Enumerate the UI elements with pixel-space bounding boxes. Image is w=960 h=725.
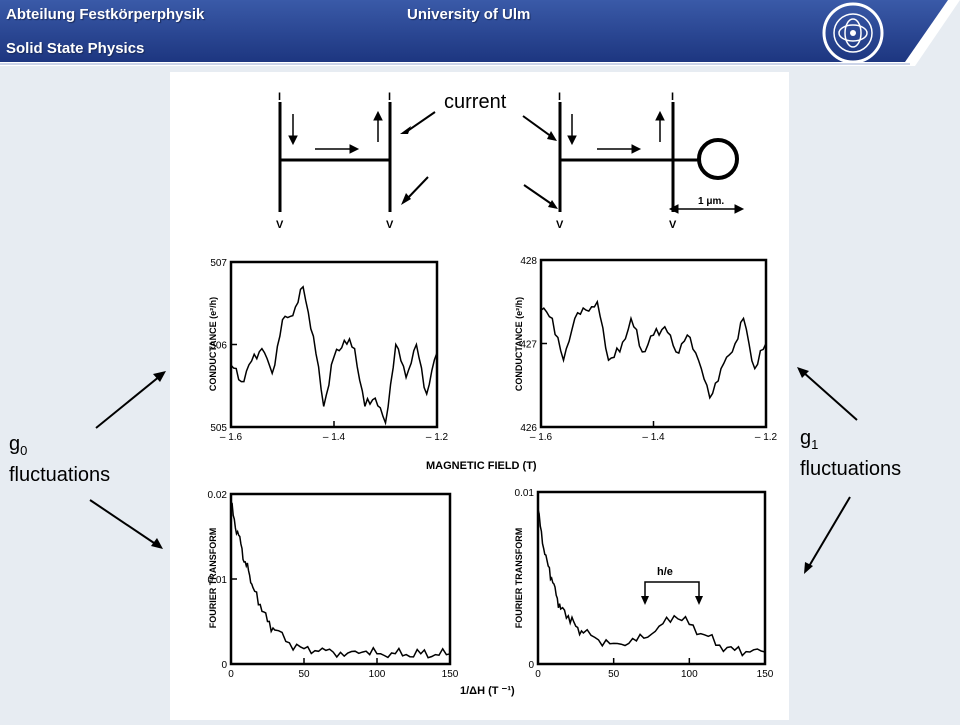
ytick-label-2-2: 0 bbox=[221, 660, 227, 671]
g1-arrow-up bbox=[802, 371, 858, 421]
g1-fluctuations-text: fluctuations bbox=[800, 458, 902, 480]
g1-arrow-down bbox=[807, 496, 851, 569]
current-arrow-3 bbox=[522, 115, 553, 138]
lead-label-v-3: V bbox=[556, 219, 564, 231]
lead-label-i-4: I bbox=[671, 91, 674, 103]
g1-arrowhead-up bbox=[797, 367, 809, 378]
ylabel-2: FOURIER TRANSFORM bbox=[208, 528, 218, 629]
ytick-label-3-1: 0 bbox=[528, 660, 534, 671]
lead-label-i-1: I bbox=[278, 91, 281, 103]
plot-frame-conductance-right bbox=[539, 258, 768, 429]
g1-subscript: 1 bbox=[811, 437, 819, 452]
ylabel-3: FOURIER TRANSFORM bbox=[514, 528, 524, 629]
schematic-right-arrowhead-right bbox=[631, 144, 642, 154]
lead-label-i-3: I bbox=[558, 91, 561, 103]
schematic-lead-labels: I I I I V V V V 1 μm. bbox=[276, 91, 724, 231]
scanned-figure: I I I I V V V V 1 μm. current 507 506 505– bbox=[170, 72, 789, 720]
scale-arrow-left bbox=[668, 204, 679, 214]
xtick-label-3-2: 100 bbox=[681, 669, 698, 680]
department-title: Abteilung Festkörperphysik bbox=[6, 6, 205, 23]
lead-label-v-1: V bbox=[276, 219, 284, 231]
series-line-0 bbox=[230, 285, 438, 426]
ylabel-0: CONDUCTANCE (e²/h) bbox=[208, 297, 218, 391]
g0-subscript: 0 bbox=[20, 443, 28, 458]
ytick-label-1-2: 426 bbox=[520, 423, 537, 434]
scale-arrow-right bbox=[734, 204, 745, 214]
lead-label-v-2: V bbox=[386, 219, 394, 231]
ytick-label-3-0: 0.01 bbox=[515, 488, 535, 499]
subtitle: Solid State Physics bbox=[6, 40, 145, 57]
ytick-label-0-1: 506 bbox=[210, 341, 227, 352]
he-annotation: h/e bbox=[657, 566, 673, 578]
ytick-label-0-2: 505 bbox=[210, 423, 227, 434]
current-arrow-2 bbox=[405, 176, 429, 201]
xtick-label-0-1: – 1.4 bbox=[323, 432, 346, 443]
schematic-ring-absent bbox=[278, 102, 392, 212]
xtick-label-2-0: 0 bbox=[228, 669, 234, 680]
g1-label: g1 fluctuations bbox=[800, 426, 901, 481]
current-arrow-1 bbox=[405, 111, 436, 133]
xtick-label-0-2: – 1.2 bbox=[426, 432, 449, 443]
schematic-left-arrowhead-up bbox=[373, 110, 383, 121]
xlabel-inverse-field: 1/ΔH (T ⁻¹) bbox=[460, 685, 515, 697]
series-line-3 bbox=[537, 509, 766, 657]
xtick-label-1-1: – 1.4 bbox=[642, 432, 665, 443]
ytick-label-1-0: 428 bbox=[520, 256, 537, 267]
plot-frame-fourier-left bbox=[229, 492, 452, 666]
current-arrowhead-1 bbox=[400, 126, 411, 134]
xtick-label-2-2: 100 bbox=[369, 669, 386, 680]
xlabel-magnetic-field: MAGNETIC FIELD (T) bbox=[426, 460, 537, 472]
ytick-label-2-1: 0.01 bbox=[208, 575, 228, 586]
g0-fluctuations-text: fluctuations bbox=[9, 464, 111, 486]
g0-arrow-down bbox=[89, 499, 158, 546]
g1-symbol: g bbox=[800, 427, 812, 449]
plot-frame-conductance-left bbox=[229, 260, 439, 429]
aharonov-bohm-ring bbox=[697, 138, 739, 180]
xtick-label-3-3: 150 bbox=[757, 669, 774, 680]
scale-label: 1 μm. bbox=[698, 196, 724, 207]
xtick-label-0-0: – 1.6 bbox=[220, 432, 243, 443]
series-line-2 bbox=[230, 501, 451, 659]
current-pointer-arrows bbox=[400, 111, 558, 209]
schematic-left-arrowhead-down bbox=[288, 135, 298, 146]
current-arrowhead-2 bbox=[401, 193, 411, 205]
xtick-label-2-1: 50 bbox=[298, 669, 310, 680]
ytick-label-2-0: 0.02 bbox=[208, 490, 228, 501]
xtick-label-3-0: 0 bbox=[535, 669, 541, 680]
current-arrowhead-3 bbox=[547, 131, 557, 141]
g1-arrowhead-down bbox=[804, 562, 813, 574]
schematic-right-arrowhead-up bbox=[655, 110, 665, 121]
lead-label-v-4: V bbox=[669, 219, 677, 231]
schematic-ring-present bbox=[558, 102, 745, 214]
ylabel-1: CONDUCTANCE (e²/h) bbox=[514, 297, 524, 391]
ytick-label-0-0: 507 bbox=[210, 258, 227, 269]
xtick-label-1-2: – 1.2 bbox=[755, 432, 778, 443]
he-bracket bbox=[641, 581, 703, 605]
university-seal-logo bbox=[818, 0, 888, 70]
g0-label: g0 fluctuations bbox=[9, 432, 110, 487]
header-background bbox=[0, 0, 960, 66]
g0-symbol: g bbox=[9, 433, 21, 455]
university-title: University of Ulm bbox=[407, 6, 531, 23]
current-arrowhead-4 bbox=[548, 200, 558, 209]
series-line-1 bbox=[540, 299, 767, 400]
xtick-label-1-0: – 1.6 bbox=[530, 432, 553, 443]
xtick-label-3-1: 50 bbox=[608, 669, 620, 680]
g0-arrow-up bbox=[95, 375, 161, 429]
schematic-left-arrowhead-right bbox=[349, 144, 360, 154]
current-arrow-4 bbox=[523, 184, 554, 206]
current-label: current bbox=[444, 91, 507, 113]
plot-frame-fourier-right bbox=[536, 490, 767, 666]
header-bar: Abteilung Festkörperphysik University of… bbox=[0, 0, 960, 72]
ytick-label-1-1: 427 bbox=[520, 340, 537, 351]
schematic-right-arrowhead-down bbox=[567, 135, 577, 146]
xtick-label-2-3: 150 bbox=[442, 669, 459, 680]
g0-arrowhead-down bbox=[151, 538, 163, 549]
g0-arrowhead-up bbox=[153, 371, 166, 382]
lead-label-i-2: I bbox=[388, 91, 391, 103]
